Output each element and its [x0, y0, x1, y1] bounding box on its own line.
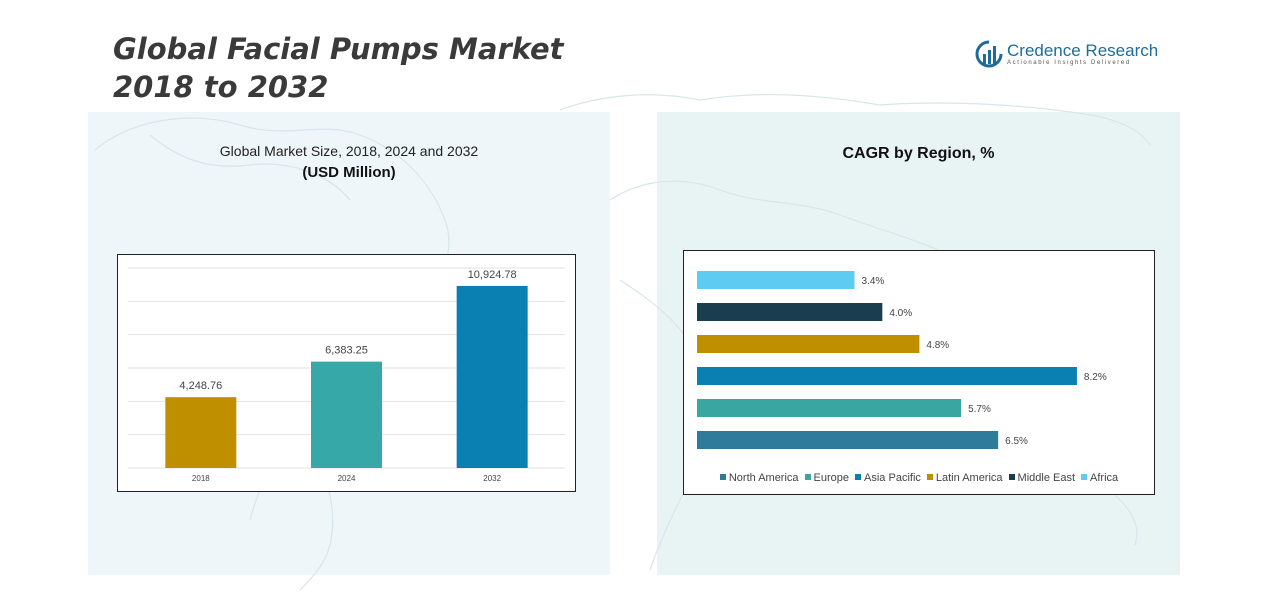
legend-item-middle-east: Middle East — [1008, 472, 1076, 484]
bar-value-label: 8.2% — [1084, 372, 1107, 383]
legend-swatch — [804, 474, 811, 480]
bar-2018 — [165, 397, 237, 468]
bar-value-label: 5.7% — [968, 404, 991, 415]
market-size-unit: (USD Million) — [302, 164, 396, 181]
bar-europe — [697, 399, 962, 417]
legend-swatch — [1008, 474, 1015, 480]
bar-value-label: 10,924.78 — [468, 269, 517, 281]
bar-asia-pacific — [697, 367, 1077, 385]
title-line-1: Global Facial Pumps Market — [113, 32, 564, 66]
legend-label: Middle East — [1017, 472, 1076, 484]
market-size-chart-svg: 4,248.76 2018 6,383.25 2024 10,924.78 2032 — [128, 267, 565, 483]
cagr-legend: North America Europe Asia Pacific Latin Ame… — [684, 472, 1154, 484]
bar-africa — [697, 271, 855, 289]
legend-item-latin-america: Latin America — [926, 472, 1003, 484]
page-title: Global Facial Pumps Market 2018 to 2032 — [113, 30, 564, 106]
legend-swatch — [926, 474, 933, 480]
bar-value-label: 3.4% — [862, 276, 885, 287]
bar-2024 — [311, 361, 382, 468]
logo-name: Credence Research — [1007, 41, 1159, 60]
legend-label: Europe — [813, 472, 850, 484]
cagr-chart-svg: 3.4% 4.0% 4.8% 8.2% 5.7% 6.5% — [697, 271, 1107, 449]
bar-value-label: 4.8% — [926, 340, 949, 351]
legend-label: Latin America — [935, 472, 1003, 484]
bar-2032 — [456, 285, 528, 468]
x-tick-label: 2032 — [483, 474, 501, 483]
legend-label: Asia Pacific — [864, 472, 921, 484]
cagr-title: CAGR by Region, % — [842, 145, 995, 162]
legend-item-north-america: North America — [719, 472, 799, 484]
market-size-subtitle: Global Market Size, 2018, 2024 and 2032 — [219, 143, 479, 159]
bar-value-label: 6,383.25 — [325, 345, 368, 357]
title-line-2: 2018 to 2032 — [113, 70, 329, 104]
bar-value-label: 4,248.76 — [179, 380, 222, 392]
legend-swatch — [719, 474, 726, 480]
bar-middle-east — [697, 303, 883, 321]
x-tick-label: 2018 — [192, 474, 210, 483]
logo-mark-icon — [975, 40, 1003, 68]
bar-latin-america — [697, 335, 920, 353]
legend-item-asia-pacific: Asia Pacific — [855, 472, 921, 484]
legend-label: North America — [728, 472, 799, 484]
bar-value-label: 4.0% — [889, 308, 912, 319]
credence-research-logo: Credence Research Actionable Insights De… — [975, 40, 1175, 72]
legend-swatch — [855, 474, 862, 480]
x-tick-label: 2024 — [338, 474, 356, 483]
legend-swatch — [1081, 474, 1088, 480]
market-size-chart: 4,248.76 2018 6,383.25 2024 10,924.78 2032 — [117, 254, 576, 492]
legend-item-europe: Europe — [804, 472, 850, 484]
bar-north-america — [697, 431, 999, 449]
cagr-chart: 3.4% 4.0% 4.8% 8.2% 5.7% 6.5% North America Eu… — [683, 250, 1155, 495]
legend-label: Africa — [1090, 472, 1119, 484]
legend-item-africa: Africa — [1081, 472, 1118, 484]
bar-value-label: 6.5% — [1005, 436, 1028, 447]
logo-tagline: Actionable Insights Delivered — [1007, 60, 1131, 66]
